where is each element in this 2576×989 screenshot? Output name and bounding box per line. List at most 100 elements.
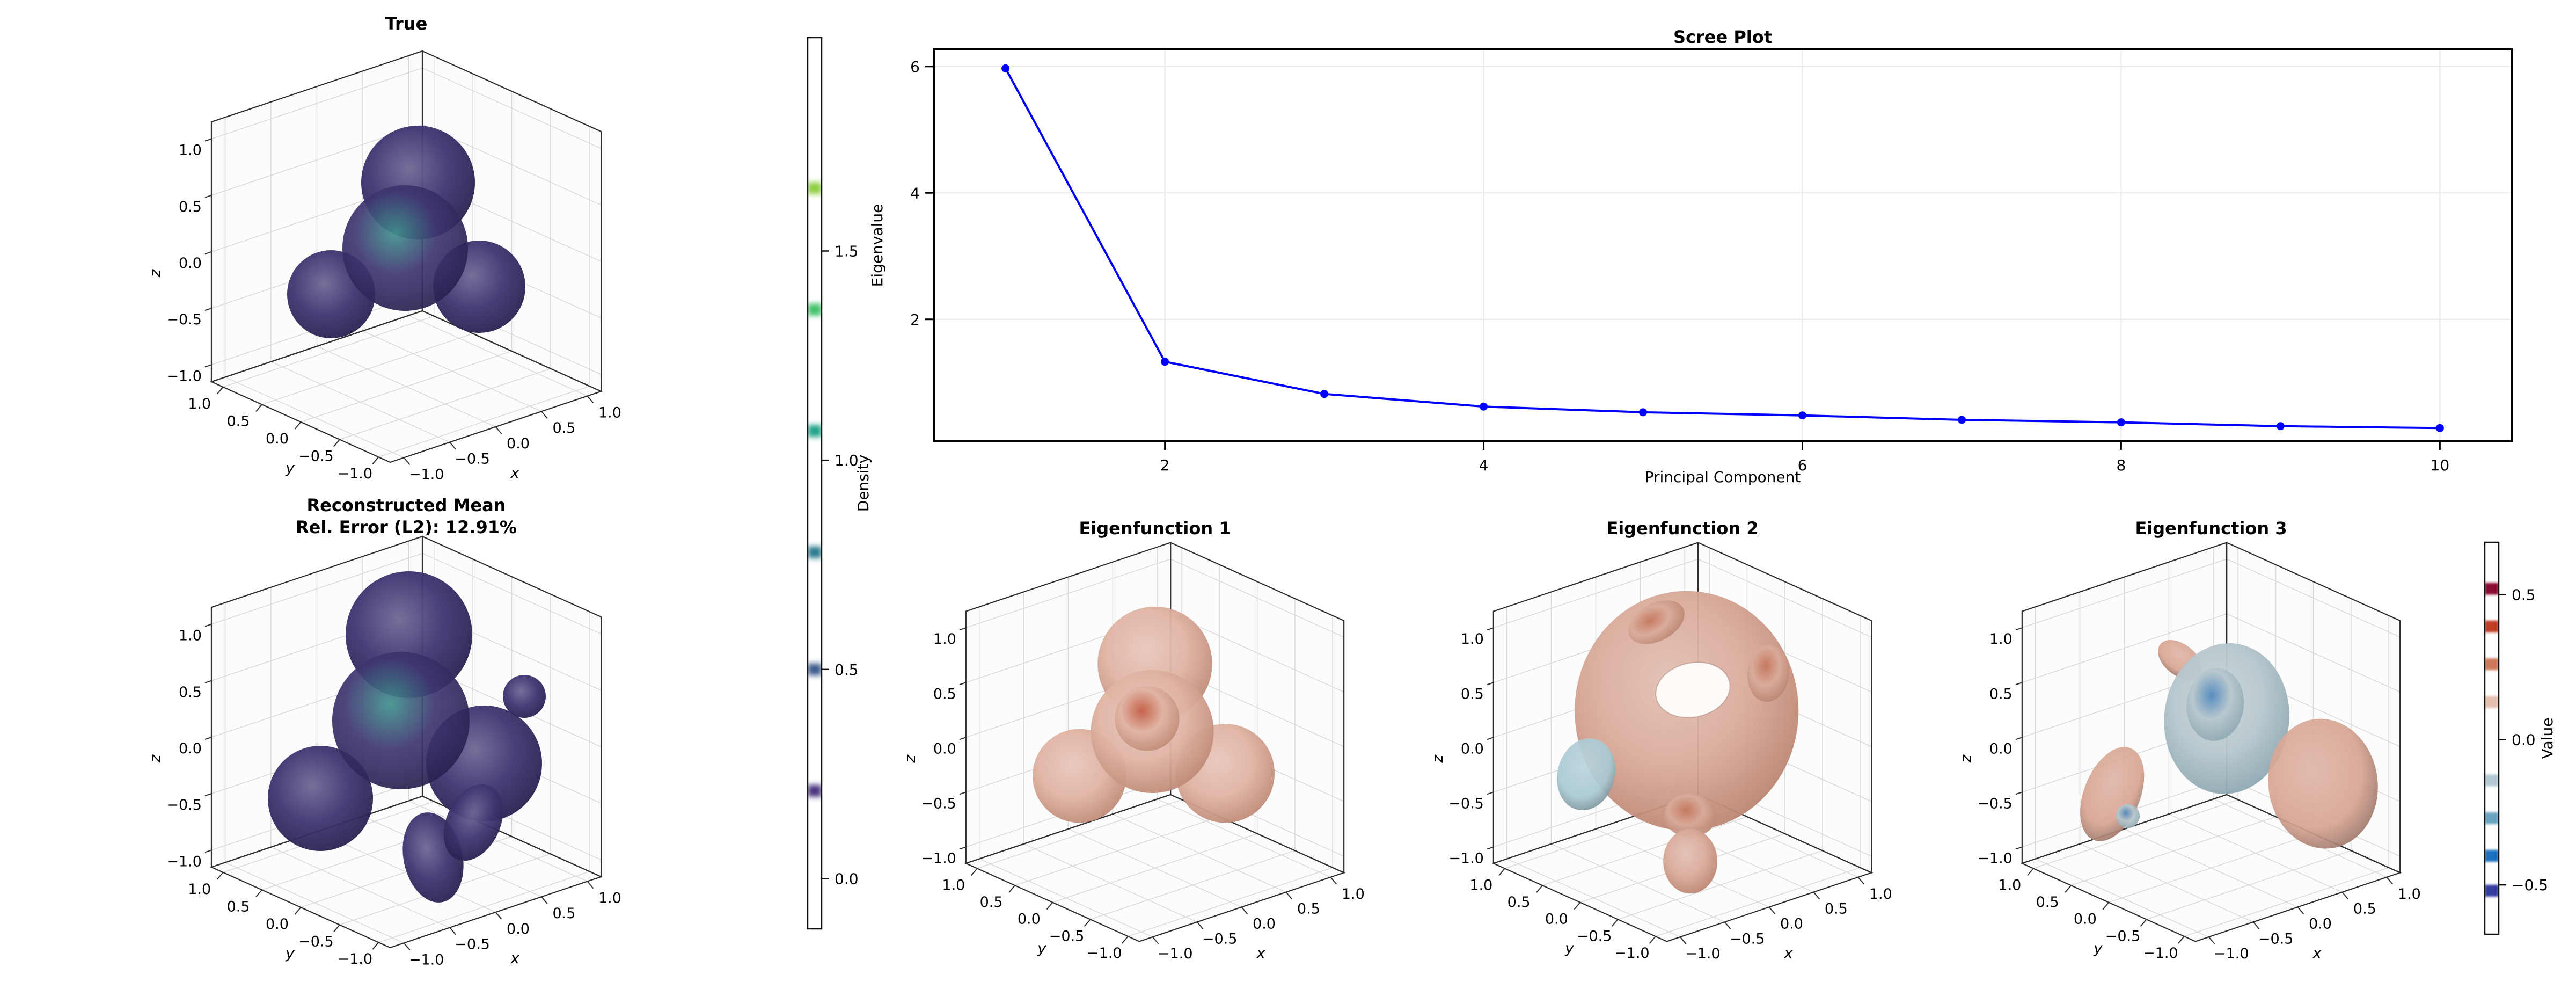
scree-gridlines bbox=[934, 49, 2512, 441]
reconstructed-plot-ztick-label: 1.0 bbox=[179, 628, 202, 644]
eigenfunction-2-tick-marks bbox=[1487, 627, 1865, 944]
reconstructed-plot-ytick-label: 1.0 bbox=[188, 881, 211, 898]
reconstructed-plot-y-axis-label: y bbox=[285, 944, 295, 962]
true-plot-tick-labels: 1.01.01.00.50.5 0.50.00.0 0.0−0.5−0.5 −0.5−… bbox=[147, 142, 621, 483]
eigenfunction-1-z-axis-label: z bbox=[901, 754, 919, 763]
eigenfunction-1-xtick-label: −1.0 bbox=[1158, 946, 1193, 962]
scree-marker bbox=[1798, 411, 1806, 420]
true-plot-ztick-label: −1.0 bbox=[166, 368, 202, 384]
density-colorbar-border bbox=[807, 37, 823, 930]
eigenfunction-3-ytick-label: 0.5 bbox=[2036, 894, 2059, 911]
reconstructed-plot-xtick-label: −1.0 bbox=[409, 951, 444, 968]
eigenfunction-3-title: Eigenfunction 3 bbox=[2135, 518, 2287, 539]
value-colorbar-tick-labels: 0.5 0.0 −0.5 bbox=[2512, 586, 2548, 894]
reconstructed-plot-tick-marks bbox=[204, 623, 594, 950]
density-colorbar-bands bbox=[808, 182, 822, 797]
eigenfunction-2-x-axis-label: x bbox=[1783, 944, 1793, 962]
eigenfunction-1-title: Eigenfunction 1 bbox=[1079, 518, 1231, 539]
eigenfunction-3-tick-labels: 1.01.01.00.50.5 0.50.00.0 0.0−0.5−0.5 −0.5−… bbox=[1957, 631, 2421, 962]
reconstructed-plot-ytick-label: 0.5 bbox=[227, 898, 250, 915]
eigenfunction-1-xtick-label: 1.0 bbox=[1342, 886, 1365, 903]
value-colorbar: 0.5 0.0 −0.5 Value bbox=[2484, 541, 2556, 935]
eigenfunction-3-y-axis-label: y bbox=[2093, 940, 2103, 957]
density-colorbar-band bbox=[808, 303, 822, 316]
value-colorbar-band bbox=[2485, 696, 2499, 708]
true-plot-ztick-label: −0.5 bbox=[166, 311, 202, 328]
value-colorbar-band bbox=[2485, 884, 2499, 897]
reconstructed-plot-ztick-label: −0.5 bbox=[166, 797, 202, 813]
true-plot-xtick-label: 1.0 bbox=[598, 405, 621, 421]
scree-marker bbox=[1957, 416, 1966, 424]
eigenfunction-2-ytick-label: 0.5 bbox=[1507, 894, 1531, 911]
scree-title: Scree Plot bbox=[1673, 27, 1772, 47]
eigenfunction-3-ztick-label: 0.0 bbox=[1989, 740, 2012, 757]
density-colorbar-band bbox=[808, 663, 822, 675]
scree-xlabel: Principal Component bbox=[1645, 468, 1801, 486]
reconstructed-plot-title-line2: Rel. Error (L2): 12.91% bbox=[295, 517, 517, 537]
eigenfunction-2-ytick-label: 0.0 bbox=[1545, 911, 1568, 928]
reconstructed-plot-3d-axes: 1.01.01.00.50.5 0.50.00.0 0.0−0.5−0.5 −0.5−… bbox=[147, 535, 621, 969]
scree-marker bbox=[2276, 422, 2285, 431]
eigenfunction-3-ztick-label: −0.5 bbox=[1977, 795, 2012, 812]
eigenfunction-2-ztick-label: −1.0 bbox=[1448, 850, 1484, 867]
scree-tick-marks bbox=[925, 66, 2441, 450]
eigenfunction-3-xtick-label: 1.0 bbox=[2398, 886, 2421, 903]
scree-axes-frame bbox=[933, 48, 2513, 442]
scree-marker bbox=[1161, 358, 1169, 366]
value-colorbar-border bbox=[2484, 541, 2500, 935]
scree-marker bbox=[1639, 408, 1648, 417]
eigenfunction-1-ytick-label: 1.0 bbox=[942, 877, 965, 893]
density-colorbar-band bbox=[808, 546, 822, 558]
scree-data-points bbox=[1001, 64, 2444, 432]
value-colorbar-track bbox=[2485, 542, 2499, 934]
eigenfunction-2-ztick-label: 1.0 bbox=[1461, 631, 1484, 648]
eigenfunction-2-ytick-label: −0.5 bbox=[1577, 928, 1612, 944]
scree-tick-labels: 2 4 6 8 10 2 4 6 bbox=[910, 58, 2449, 474]
eigenfunction-3-ztick-label: 1.0 bbox=[1989, 631, 2012, 648]
reconstructed-plot-z-axis-label: z bbox=[147, 754, 164, 763]
scree-marker bbox=[1320, 390, 1329, 398]
eigenfunction-1-tick-marks bbox=[959, 627, 1337, 944]
reconstructed-plot-isosurface bbox=[268, 571, 546, 903]
scree-ytick-label: 6 bbox=[910, 58, 920, 76]
eigenfunction-2-xtick-label: −0.5 bbox=[1730, 930, 1765, 947]
eigenfunction-1-ytick-label: −0.5 bbox=[1049, 928, 1085, 944]
eigenfunction-3-tick-marks bbox=[2015, 627, 2394, 944]
eigenfunction-2-xtick-label: 1.0 bbox=[1869, 886, 1892, 903]
eigenfunction-3-xtick-label: −0.5 bbox=[2258, 930, 2294, 947]
eigenfunction-2-xtick-label: −1.0 bbox=[1685, 946, 1721, 962]
scree-xtick-label: 6 bbox=[1798, 456, 1807, 474]
eigenfunction-3-xtick-label: −1.0 bbox=[2214, 946, 2249, 962]
eigenfunction-3-ytick-label: 0.0 bbox=[2074, 911, 2097, 928]
value-colorbar-bands bbox=[2485, 583, 2499, 897]
true-plot-tick-marks bbox=[204, 138, 594, 465]
true-plot-ytick-label: 1.0 bbox=[188, 396, 211, 412]
density-colorbar-tick-label: 0.5 bbox=[835, 661, 859, 679]
eigenfunction-1-x-axis-label: x bbox=[1256, 944, 1265, 962]
eigenfunction-3-xtick-label: 0.0 bbox=[2309, 915, 2332, 932]
true-plot-title: True bbox=[385, 13, 428, 34]
reconstructed-plot-ztick-label: 0.5 bbox=[179, 684, 202, 701]
true-plot-ytick-label: −0.5 bbox=[298, 448, 334, 465]
scree-marker bbox=[2435, 424, 2444, 432]
value-colorbar-band bbox=[2485, 850, 2499, 862]
value-colorbar-band bbox=[2485, 583, 2499, 595]
eigenfunction-2-xtick-label: 0.0 bbox=[1780, 915, 1803, 932]
eigenfunction-3-xtick-label: 0.5 bbox=[2353, 901, 2376, 918]
value-colorbar-ticks bbox=[2499, 594, 2506, 886]
eigenfunction-3-ytick-label: −0.5 bbox=[2105, 928, 2141, 944]
scree-xtick-label: 8 bbox=[2117, 456, 2126, 474]
eigenfunction-3-ztick-label: 0.5 bbox=[1989, 686, 2012, 702]
scree-line-series bbox=[1004, 68, 2440, 430]
density-colorbar-band bbox=[808, 182, 822, 194]
eigenfunction-1-tick-labels: 1.01.01.00.50.5 0.50.00.0 0.0−0.5−0.5 −0.5−… bbox=[901, 631, 1365, 962]
eigenfunction-1-ztick-label: 0.0 bbox=[933, 740, 956, 757]
reconstructed-plot-xtick-label: 0.0 bbox=[507, 921, 530, 937]
eigenfunction-2-xtick-label: 0.5 bbox=[1825, 901, 1848, 918]
scree-marker bbox=[2117, 418, 2125, 427]
reconstructed-plot-tick-labels: 1.01.01.00.50.5 0.50.00.0 0.0−0.5−0.5 −0.5−… bbox=[147, 628, 621, 969]
reconstructed-plot-ytick-label: 0.0 bbox=[266, 916, 289, 933]
true-plot-xtick-label: −0.5 bbox=[455, 451, 490, 468]
reconstructed-plot-ytick-label: −1.0 bbox=[337, 951, 372, 968]
